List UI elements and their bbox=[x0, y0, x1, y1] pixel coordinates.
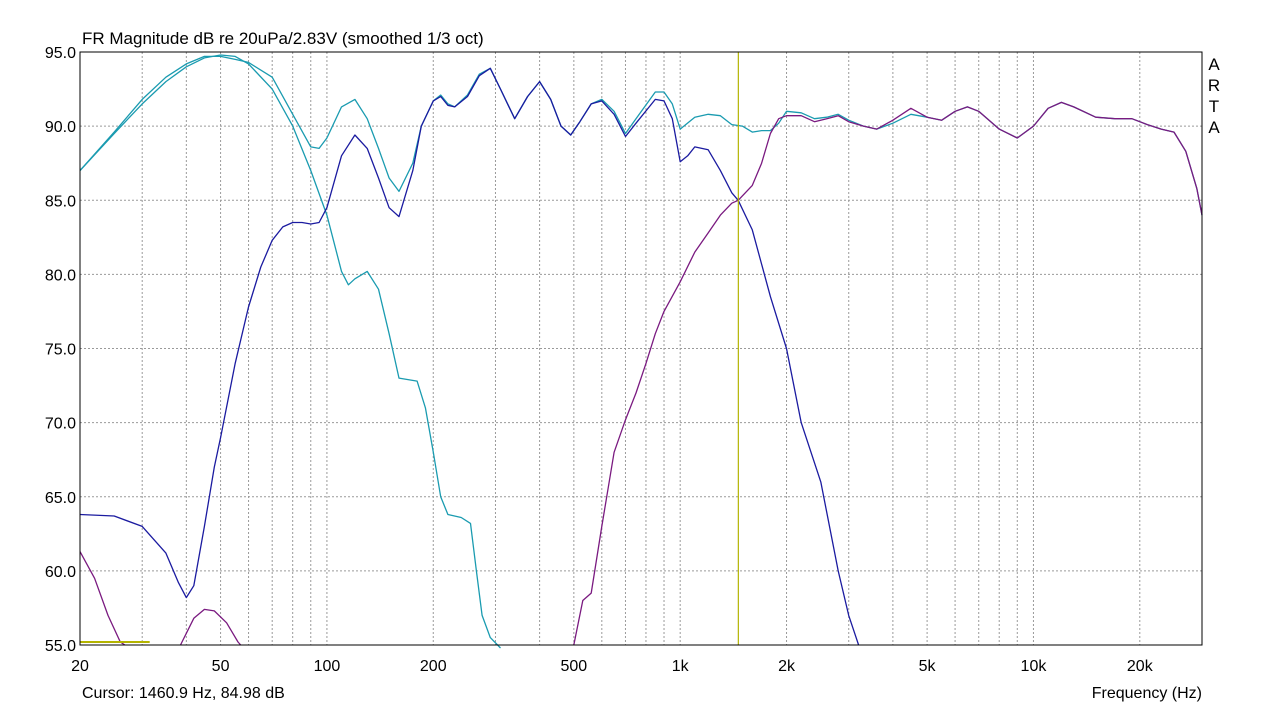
x-tick-label: 500 bbox=[560, 658, 587, 675]
brand-letter: A bbox=[1208, 55, 1220, 74]
y-tick-label: 90.0 bbox=[45, 119, 76, 136]
cursor-layer[interactable] bbox=[80, 52, 739, 645]
x-tick-label: 2k bbox=[778, 658, 796, 675]
grid bbox=[80, 52, 1202, 645]
chart-title: FR Magnitude dB re 20uPa/2.83V (smoothed… bbox=[82, 29, 484, 48]
y-tick-label: 55.0 bbox=[45, 638, 76, 655]
y-tick-label: 85.0 bbox=[45, 193, 76, 210]
y-tick-label: 70.0 bbox=[45, 416, 76, 433]
brand-letter: R bbox=[1208, 76, 1220, 95]
x-tick-labels: 20 50 100 200 500 1k 2k 5k 10k 20k bbox=[71, 658, 1154, 675]
series-layer bbox=[79, 54, 1203, 649]
cursor-readout: Cursor: 1460.9 Hz, 84.98 dB bbox=[82, 685, 285, 702]
brand-letter: T bbox=[1209, 97, 1219, 116]
x-tick-label: 20 bbox=[71, 658, 89, 675]
series-line-5 bbox=[573, 101, 1203, 646]
plot-area[interactable] bbox=[79, 51, 1203, 646]
brand-letter: A bbox=[1208, 118, 1220, 137]
y-tick-label: 65.0 bbox=[45, 490, 76, 507]
y-tick-labels: 55.0 60.0 65.0 70.0 75.0 80.0 85.0 90.0 95.0 bbox=[45, 45, 76, 655]
x-tick-label: 20k bbox=[1127, 658, 1154, 675]
x-axis-label: Frequency (Hz) bbox=[1092, 685, 1202, 702]
x-tick-label: 1k bbox=[672, 658, 690, 675]
series-line-4 bbox=[179, 608, 242, 646]
series-line-0 bbox=[79, 54, 501, 649]
y-tick-label: 60.0 bbox=[45, 564, 76, 581]
x-tick-label: 50 bbox=[212, 658, 230, 675]
y-tick-label: 75.0 bbox=[45, 342, 76, 359]
y-tick-label: 80.0 bbox=[45, 267, 76, 284]
x-tick-label: 5k bbox=[919, 658, 937, 675]
x-tick-label: 100 bbox=[314, 658, 341, 675]
x-tick-label: 10k bbox=[1021, 658, 1048, 675]
series-line-3 bbox=[79, 551, 126, 646]
series-line-2 bbox=[79, 67, 860, 646]
x-tick-label: 200 bbox=[420, 658, 447, 675]
y-tick-label: 95.0 bbox=[45, 45, 76, 62]
